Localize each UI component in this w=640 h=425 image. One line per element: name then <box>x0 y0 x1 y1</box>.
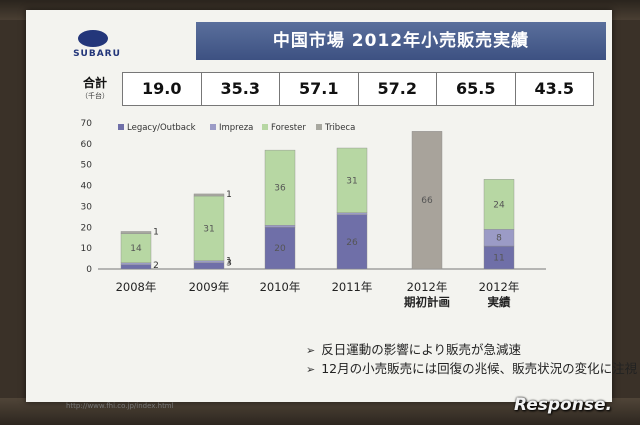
x-tick-label: 2009年 <box>189 280 230 294</box>
bar-segment <box>483 179 515 230</box>
sales-bar-chart: 0 10 20 30 40 50 60 70 Legacy/Outback Impreza Fore… <box>81 119 546 309</box>
x-tick-label: 2011年 <box>332 280 373 294</box>
y-tick-label: 10 <box>81 244 93 254</box>
bullet-list: ➢ 反日運動の影響により販売が急減速 ➢ 12月の小売販売には回復の兆候、販売状況の… <box>306 340 637 378</box>
bar-segment <box>264 149 296 226</box>
total-cell: 19.0 <box>142 79 182 98</box>
y-tick-label: 70 <box>81 119 93 129</box>
total-cell: 43.5 <box>514 73 594 105</box>
bar-segment <box>120 264 152 270</box>
bar-segment <box>336 214 368 270</box>
legend-label: Legacy/Outback <box>127 123 196 133</box>
totals-row: 合計 （千台） 19.0 35.3 57.1 57.2 65.5 43.5 <box>70 72 610 110</box>
bar-segment <box>120 231 152 234</box>
bullet-item: ➢ 12月の小売販売には回復の兆候、販売状況の変化に注視 <box>306 359 637 378</box>
subaru-star-icon <box>78 30 108 47</box>
x-tick-label: 2012年 <box>407 280 448 294</box>
x-tick-label: 2012年 <box>479 280 520 294</box>
y-tick-label: 30 <box>81 202 93 212</box>
total-cell: 65.5 <box>436 73 515 105</box>
y-tick-label: 20 <box>81 223 93 233</box>
data-label: 8 <box>496 234 502 244</box>
data-label: 26 <box>346 238 358 248</box>
data-label: 2 <box>153 261 159 271</box>
totals-table: 19.0 35.3 57.1 57.2 65.5 43.5 <box>122 72 594 106</box>
data-label: 24 <box>493 200 505 210</box>
x-tick-label: 2008年 <box>116 280 157 294</box>
legend-label: Tribeca <box>324 123 355 133</box>
bar-segment <box>193 193 225 197</box>
bullet-item: ➢ 反日運動の影響により販売が急減速 <box>306 340 606 359</box>
x-tick-label: 実績 <box>488 295 511 309</box>
legend-label: Forester <box>271 123 306 133</box>
subaru-logo: SUBARU <box>62 30 132 60</box>
y-tick-label: 50 <box>81 161 93 171</box>
arrow-bullet-icon: ➢ <box>306 344 316 357</box>
total-cell: 35.3 <box>200 73 280 105</box>
slide-title: 中国市場 2012年小売販売実績 <box>272 31 530 51</box>
legend-label: Impreza <box>219 123 253 133</box>
totals-label: 合計 （千台） <box>70 74 120 101</box>
arrow-bullet-icon: ➢ <box>306 363 316 376</box>
bullet-text: 12月の小売販売には回復の兆候、販売状況の変化に注視 <box>321 361 638 376</box>
data-label: 36 <box>274 184 286 194</box>
data-label: 3 <box>226 259 232 269</box>
totals-unit: （千台） <box>81 92 109 100</box>
projected-slide: SUBARU 中国市場 2012年小売販売実績 合計 （千台） 19.0 35.… <box>26 10 637 410</box>
bar-segment <box>336 212 368 215</box>
data-label: 20 <box>274 244 286 254</box>
data-label: 31 <box>346 176 357 186</box>
logo-text: SUBARU <box>73 49 121 59</box>
legend-swatch <box>118 124 124 130</box>
y-tick-label: 60 <box>81 140 93 150</box>
data-label: 1 <box>226 190 232 200</box>
total-cell: 57.1 <box>279 73 358 105</box>
data-label: 66 <box>421 196 433 206</box>
data-label: 31 <box>203 224 214 234</box>
bar-segment <box>264 224 296 228</box>
title-band: 中国市場 2012年小売販売実績 <box>196 22 606 60</box>
bar-segment <box>264 227 296 270</box>
bar-segment <box>193 260 225 263</box>
data-label: 14 <box>130 244 142 254</box>
data-label: 1 <box>226 257 232 267</box>
bar-segment <box>411 131 443 270</box>
footer-url: http://www.fhi.co.jp/index.html <box>66 402 174 410</box>
legend-swatch <box>210 124 216 130</box>
total-cell: 57.2 <box>357 73 437 105</box>
totals-label-text: 合計 <box>82 76 107 90</box>
data-label: 11 <box>493 254 504 264</box>
bar-segment <box>120 262 152 266</box>
x-tick-label: 2010年 <box>260 280 301 294</box>
bar-segment <box>336 147 368 213</box>
y-tick-label: 0 <box>86 265 92 275</box>
legend-swatch <box>316 124 322 130</box>
response-watermark: Response. <box>514 395 612 415</box>
bullet-text: 反日運動の影響により販売が急減速 <box>321 342 521 357</box>
legend-swatch <box>262 124 268 130</box>
x-tick-label: 期初計画 <box>404 295 450 309</box>
data-label: 1 <box>153 227 159 237</box>
bar-segment <box>120 233 152 263</box>
bar-segment <box>193 262 225 270</box>
y-tick-label: 40 <box>81 182 93 192</box>
room-wall-bottom <box>0 398 640 425</box>
